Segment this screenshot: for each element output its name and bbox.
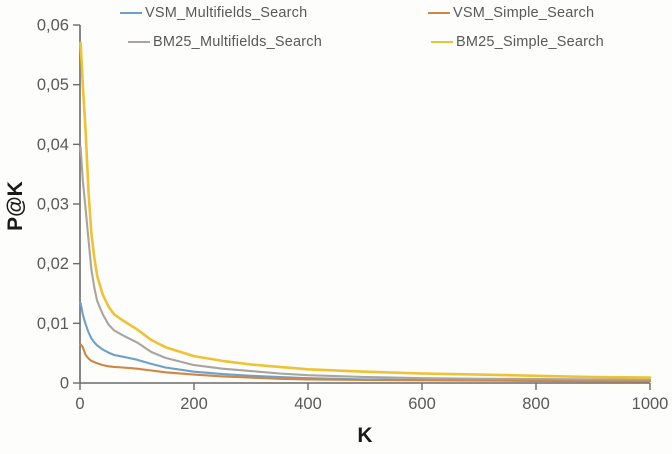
series-line-bm25_simple_search	[79, 41, 652, 379]
x-tick-label: 400	[294, 395, 322, 413]
legend-swatch-vsm-multifields-icon	[120, 11, 142, 15]
x-tick-label: 600	[408, 395, 436, 413]
y-tick-label: 0,04	[37, 136, 69, 154]
x-tick-label: 800	[522, 395, 550, 413]
legend-label-vsm-multifields: VSM_Multifields_Search	[145, 5, 308, 21]
legend-item-vsm-multifields: VSM_Multifields_Search	[120, 5, 307, 21]
legend-item-bm25-simple: BM25_Simple_Search	[431, 34, 604, 50]
y-axis-title: P@K	[4, 181, 27, 231]
series-line-vsm_multifields_search	[79, 301, 652, 383]
legend-swatch-bm25-multifields-icon	[128, 40, 150, 44]
series-line-bm25_multifields_search	[79, 146, 652, 381]
x-tick-label: 1000	[632, 395, 669, 413]
y-tick-label: 0,01	[37, 315, 69, 333]
legend-item-vsm-simple: VSM_Simple_Search	[428, 5, 594, 21]
y-tick-label: 0,06	[37, 17, 69, 35]
y-tick-label: 0,05	[37, 76, 69, 94]
x-tick-label: 0	[75, 395, 84, 413]
y-tick-label: 0,03	[37, 196, 69, 214]
legend-swatch-bm25-simple-icon	[431, 40, 453, 44]
legend-label-vsm-simple: VSM_Simple_Search	[453, 5, 595, 21]
series-line-vsm_simple_search	[79, 343, 652, 383]
x-tick-label: 200	[180, 395, 208, 413]
legend-label-bm25-simple: BM25_Simple_Search	[456, 34, 604, 50]
x-axis-title: K	[357, 424, 373, 447]
y-tick-label: 0,02	[37, 255, 69, 273]
legend-item-bm25-multifields: BM25_Multifields_Search	[128, 34, 322, 50]
legend-swatch-vsm-simple-icon	[428, 11, 450, 15]
y-tick-label: 0	[60, 375, 69, 393]
legend-label-bm25-multifields: BM25_Multifields_Search	[153, 34, 323, 50]
